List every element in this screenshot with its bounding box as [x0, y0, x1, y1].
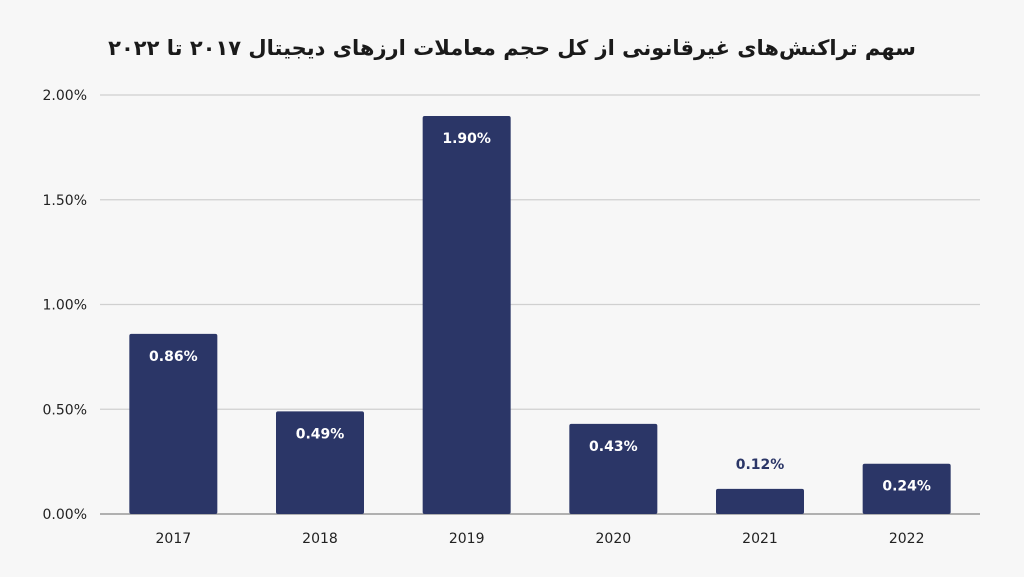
bar	[569, 423, 658, 514]
data-label: 0.86%	[149, 349, 198, 365]
data-label: 0.43%	[589, 439, 638, 455]
chart-title: سهم تراکنش‌های غیرقانونی از کل حجم معامل…	[108, 36, 916, 60]
bar	[862, 463, 951, 514]
data-label: 0.12%	[736, 457, 785, 473]
bar	[129, 333, 218, 514]
y-tick-label: 1.50%	[43, 193, 87, 209]
y-tick-label: 2.00%	[43, 88, 87, 104]
bar	[276, 411, 364, 514]
x-tick-label: 2021	[742, 531, 778, 547]
x-tick-label: 2019	[449, 531, 485, 547]
x-tick-label: 2018	[302, 531, 338, 547]
data-label: 0.24%	[882, 479, 931, 495]
y-tick-label: 0.50%	[43, 402, 87, 418]
x-tick-label: 2020	[596, 531, 632, 547]
bar	[422, 115, 511, 514]
data-label: 0.49%	[296, 426, 345, 442]
y-tick-label: 1.00%	[43, 298, 87, 314]
y-tick-label: 0.00%	[43, 507, 87, 523]
x-tick-label: 2022	[889, 531, 925, 547]
x-tick-label: 2017	[156, 531, 192, 547]
bar	[716, 488, 804, 514]
data-label: 1.90%	[442, 131, 491, 147]
